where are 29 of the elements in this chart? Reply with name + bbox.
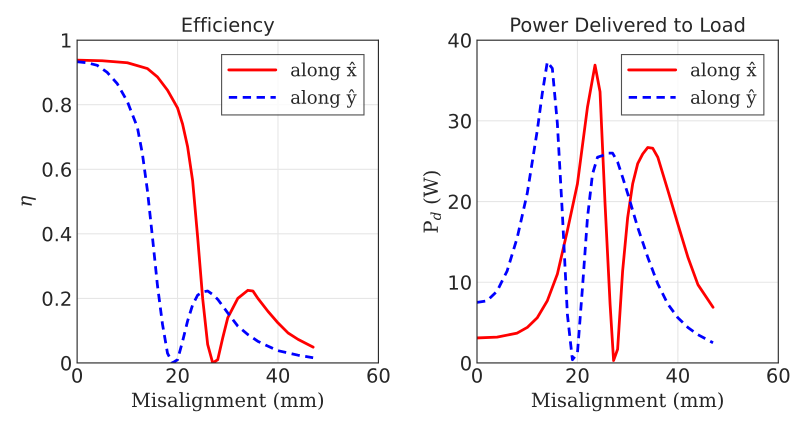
y-tick-label: 1 — [62, 33, 70, 48]
legend-label: along x̂ — [691, 62, 756, 80]
legend-label: along x̂ — [291, 62, 357, 80]
x-tick-label: 40 — [266, 368, 290, 383]
chart-title: Efficiency — [182, 17, 274, 36]
y-tick-label: 10 — [450, 275, 471, 290]
x-axis-title: Misalignment (mm) — [532, 392, 723, 412]
y-tick-label: 0.8 — [42, 98, 71, 112]
chart-title: Power Delivered to Load — [511, 17, 744, 32]
y-axis-title: η — [21, 196, 36, 206]
legend-label: along ŷ — [291, 89, 357, 108]
y-tick-label: 0 — [61, 356, 71, 371]
x-axis-title: Misalignment (mm) — [132, 392, 324, 412]
x-tick-label: 0 — [72, 368, 82, 383]
x-tick-label: 60 — [767, 368, 790, 383]
y-tick-label: 0.6 — [42, 162, 72, 177]
x-tick-label: 60 — [367, 368, 390, 383]
y-tick-label: 30 — [448, 114, 471, 129]
x-tick-label: 0 — [472, 368, 482, 383]
x-tick-label: 20 — [566, 368, 589, 383]
y-tick-label: 0 — [461, 356, 471, 371]
y-tick-label: 20 — [448, 194, 471, 210]
x-tick-label: 20 — [166, 368, 189, 383]
y-tick-label: 40 — [448, 33, 471, 48]
x-tick-label: 40 — [666, 368, 689, 383]
legend-label: along ŷ — [691, 89, 757, 108]
y-axis-title: P$_{d}$ (W) — [423, 171, 442, 232]
y-tick-label: 0.4 — [42, 226, 72, 242]
y-tick-label: 0.2 — [42, 291, 70, 306]
